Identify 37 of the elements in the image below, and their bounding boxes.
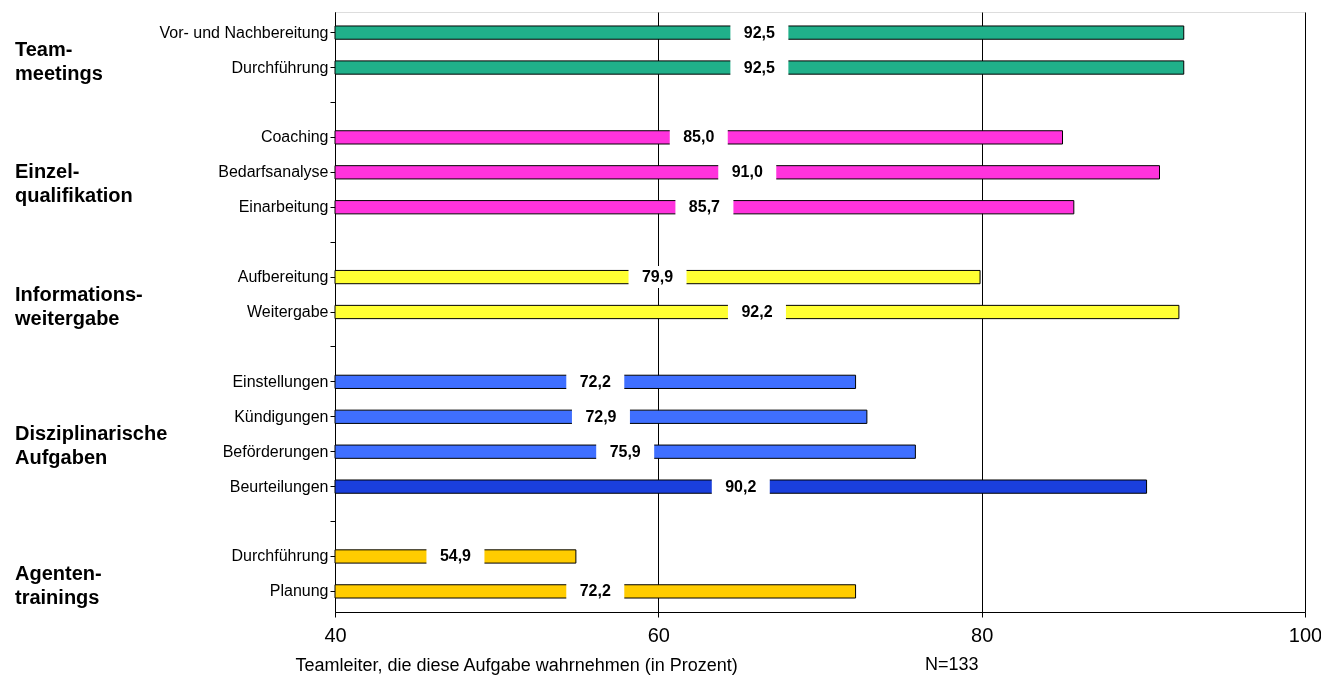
- x-tick-label: 80: [971, 623, 994, 646]
- y-tick-label: Einarbeitung: [238, 198, 329, 216]
- text: N=133: [925, 654, 979, 674]
- y-tick-label: Beförderungen: [222, 442, 329, 460]
- data-label: 92,5: [743, 23, 776, 41]
- y-tick-label: Bedarfsanalyse: [218, 163, 329, 181]
- y-tick-label: Aufbereitung: [237, 268, 329, 286]
- data-label: 54,9: [439, 547, 472, 565]
- text: Team- meetings: [15, 38, 103, 85]
- y-tick-label: Planung: [269, 582, 329, 600]
- data-label: 72,9: [585, 407, 617, 425]
- y-tick-label: Coaching: [260, 128, 329, 146]
- data-label: 79,9: [641, 268, 674, 286]
- text: Informations- weitergabe: [14, 282, 143, 329]
- y-tick-label: Beurteilungen: [229, 477, 329, 495]
- y-tick-label: Durchführung: [231, 58, 329, 76]
- y-tick-label: Kündigungen: [234, 407, 329, 425]
- x-tick-label: 100: [1288, 623, 1321, 646]
- text: Disziplinarische Aufgaben: [15, 422, 168, 469]
- data-label: 90,2: [725, 477, 757, 495]
- data-label: 85,7: [688, 198, 721, 216]
- data-label: 92,2: [741, 303, 773, 320]
- x-axis-title: Teamleiter, die diese Aufgabe wahrnehmen (in Prozent): [295, 654, 738, 675]
- x-tick-label: 40: [324, 623, 347, 646]
- y-tick-label: Durchführung: [231, 547, 329, 565]
- y-tick-label: Einstellungen: [232, 372, 329, 390]
- data-label: 91,0: [731, 163, 763, 181]
- data-label: 72,2: [579, 582, 611, 600]
- data-label: 85,0: [683, 128, 715, 146]
- data-label: 72,2: [579, 372, 611, 390]
- text: Einzel- qualifikation: [15, 160, 133, 207]
- data-label: 92,5: [743, 58, 776, 76]
- data-label: 75,9: [609, 442, 641, 460]
- x-tick-label: 60: [647, 623, 670, 646]
- text: Agenten- trainings: [15, 561, 102, 608]
- y-tick-label: Weitergabe: [246, 303, 329, 320]
- y-tick-label: Vor- und Nachbereitung: [159, 23, 329, 41]
